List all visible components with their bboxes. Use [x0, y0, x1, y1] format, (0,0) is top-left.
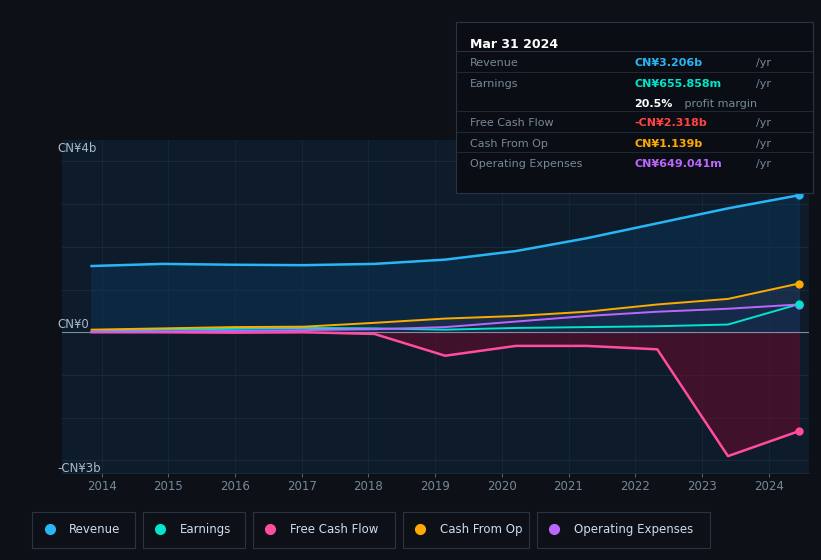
Text: 20.5%: 20.5%	[635, 99, 672, 109]
Bar	[143, 512, 245, 548]
Text: Free Cash Flow: Free Cash Flow	[290, 522, 378, 536]
Text: CN¥649.041m: CN¥649.041m	[635, 159, 722, 169]
Text: /yr: /yr	[755, 138, 771, 148]
Text: /yr: /yr	[755, 58, 771, 68]
Text: Revenue: Revenue	[69, 522, 121, 536]
Text: -CN¥2.318b: -CN¥2.318b	[635, 118, 707, 128]
Text: Cash From Op: Cash From Op	[440, 522, 522, 536]
Text: Earnings: Earnings	[180, 522, 231, 536]
Text: Revenue: Revenue	[470, 58, 519, 68]
Text: Earnings: Earnings	[470, 79, 518, 89]
Text: profit margin: profit margin	[681, 99, 757, 109]
Text: Mar 31 2024: Mar 31 2024	[470, 38, 558, 51]
Bar	[537, 512, 710, 548]
Bar	[253, 512, 395, 548]
Text: CN¥4b: CN¥4b	[57, 142, 97, 155]
Text: CN¥1.139b: CN¥1.139b	[635, 138, 703, 148]
Text: CN¥3.206b: CN¥3.206b	[635, 58, 702, 68]
Text: /yr: /yr	[755, 159, 771, 169]
Text: Operating Expenses: Operating Expenses	[470, 159, 582, 169]
Text: /yr: /yr	[755, 79, 771, 89]
Text: Operating Expenses: Operating Expenses	[574, 522, 693, 536]
Text: Cash From Op: Cash From Op	[470, 138, 548, 148]
Text: CN¥655.858m: CN¥655.858m	[635, 79, 722, 89]
Text: /yr: /yr	[755, 118, 771, 128]
Bar	[32, 512, 135, 548]
Text: -CN¥3b: -CN¥3b	[57, 462, 102, 475]
Bar	[402, 512, 529, 548]
Text: CN¥0: CN¥0	[57, 318, 89, 330]
Text: Free Cash Flow: Free Cash Flow	[470, 118, 553, 128]
